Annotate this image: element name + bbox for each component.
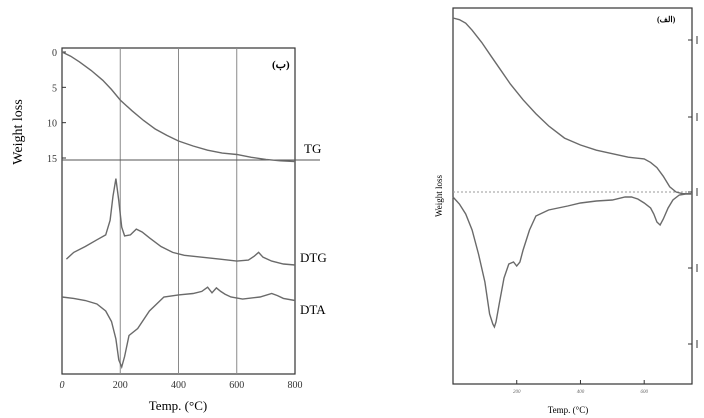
- left-grid: [119, 48, 238, 374]
- dtg-curve: [65, 178, 296, 266]
- x-tick-label: 800: [288, 380, 303, 391]
- tg-curve: [61, 51, 296, 163]
- left-panel: 0 5 10 15 0 200 400 600 800 (ب) TG DTG DTA Weig…: [11, 47, 327, 413]
- x-tick-label: 400: [171, 380, 186, 391]
- y-tick-label: 15: [47, 154, 57, 165]
- x-tick-label: 0: [60, 380, 65, 391]
- x-tick-label: 200: [113, 380, 128, 391]
- right-x-axis-label: Temp. (°C): [548, 405, 588, 415]
- y-tick-label: 10: [47, 119, 57, 130]
- dta-curve: [61, 286, 296, 370]
- dta-label: DTA: [300, 302, 326, 317]
- left-y-axis-label: Weight loss: [11, 99, 26, 164]
- right-y-ticks: [688, 36, 698, 348]
- left-panel-label: (ب): [272, 59, 290, 71]
- right-panel-label: (الف): [657, 15, 676, 24]
- right-blank-box: [551, 52, 635, 102]
- left-x-axis-label: Temp. (°C): [149, 398, 207, 413]
- right-y-axis-label: Weight loss: [434, 174, 444, 217]
- x-tick-label: 600: [229, 380, 244, 391]
- left-x-ticks: 0 200 400 600 800: [60, 380, 303, 391]
- x-tick-label: 200: [513, 390, 521, 395]
- tg-label: TG: [304, 141, 321, 156]
- left-curves: [61, 51, 296, 370]
- left-y-ticks: 0 5 10 15: [47, 48, 66, 165]
- right-plot-frame: [452, 7, 693, 385]
- weight-loss-curve: [452, 17, 692, 195]
- x-tick-label: 600: [640, 390, 648, 395]
- x-tick-label: 400: [577, 390, 585, 395]
- dtg-label: DTG: [300, 250, 327, 265]
- y-tick-label: 5: [52, 83, 57, 94]
- right-curves: [452, 17, 692, 329]
- derivative-curve: [452, 193, 692, 329]
- right-panel: 200 400 600 (الف) Weight loss Temp. (°C): [434, 7, 698, 415]
- y-tick-label: 0: [52, 48, 57, 59]
- right-x-ticks: 200 400 600: [513, 380, 648, 395]
